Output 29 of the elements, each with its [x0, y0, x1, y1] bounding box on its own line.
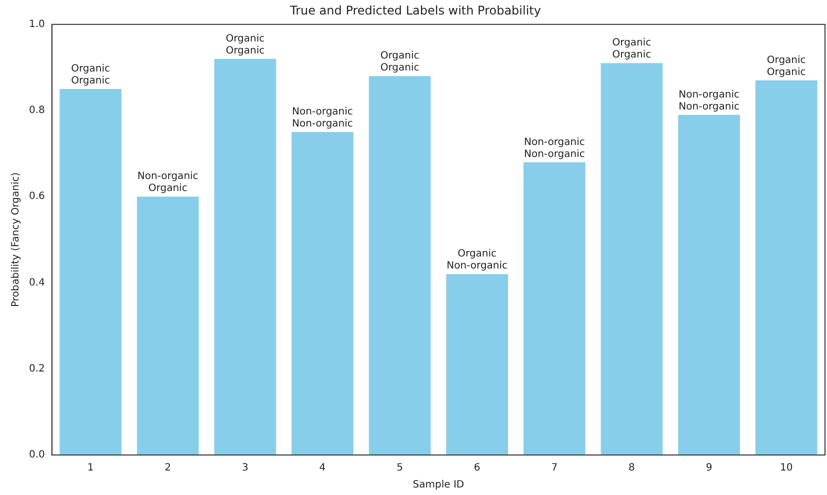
x-tick-label: 2	[164, 462, 172, 474]
x-tick-label: 5	[396, 462, 403, 474]
annotation: Organic Organic	[226, 33, 265, 56]
y-tick-label: 1.0	[28, 18, 45, 30]
y-tick-label: 0.0	[28, 450, 45, 461]
annotation: Non-organic Non-organic	[678, 89, 740, 112]
y-tick-label: 0.2	[28, 363, 45, 374]
x-tick-label: 1	[87, 462, 94, 474]
annotation: Organic Organic	[71, 64, 110, 87]
annotation: Non-organic Non-organic	[524, 136, 585, 160]
x-tick-label: 9	[706, 462, 712, 474]
annotation: Non-organic Non-organic	[292, 106, 353, 130]
annotation: Organic Organic	[612, 38, 652, 61]
chart-title: True and Predicted Labels with Probability	[289, 3, 541, 18]
y-axis-title: Probability (Fancy Organic)	[10, 172, 22, 308]
annotation: Non-organic Organic	[137, 171, 198, 194]
x-tick-label: 10	[780, 462, 793, 474]
y-tick-label: 0.6	[28, 191, 45, 202]
x-tick-label: 4	[319, 462, 326, 474]
x-tick-label: 6	[474, 462, 480, 474]
x-tick-label: 3	[242, 462, 248, 474]
x-axis-title: Sample ID	[412, 480, 464, 491]
annotation: Organic Organic	[380, 50, 420, 74]
y-tick-label: 0.4	[28, 277, 45, 288]
annotation: Organic Organic	[766, 54, 806, 78]
x-tick-label: 7	[551, 462, 558, 474]
y-tick-label: 0.8	[28, 105, 45, 116]
x-tick-label: 8	[628, 462, 635, 474]
annotation: Organic Non-organic	[446, 248, 508, 272]
